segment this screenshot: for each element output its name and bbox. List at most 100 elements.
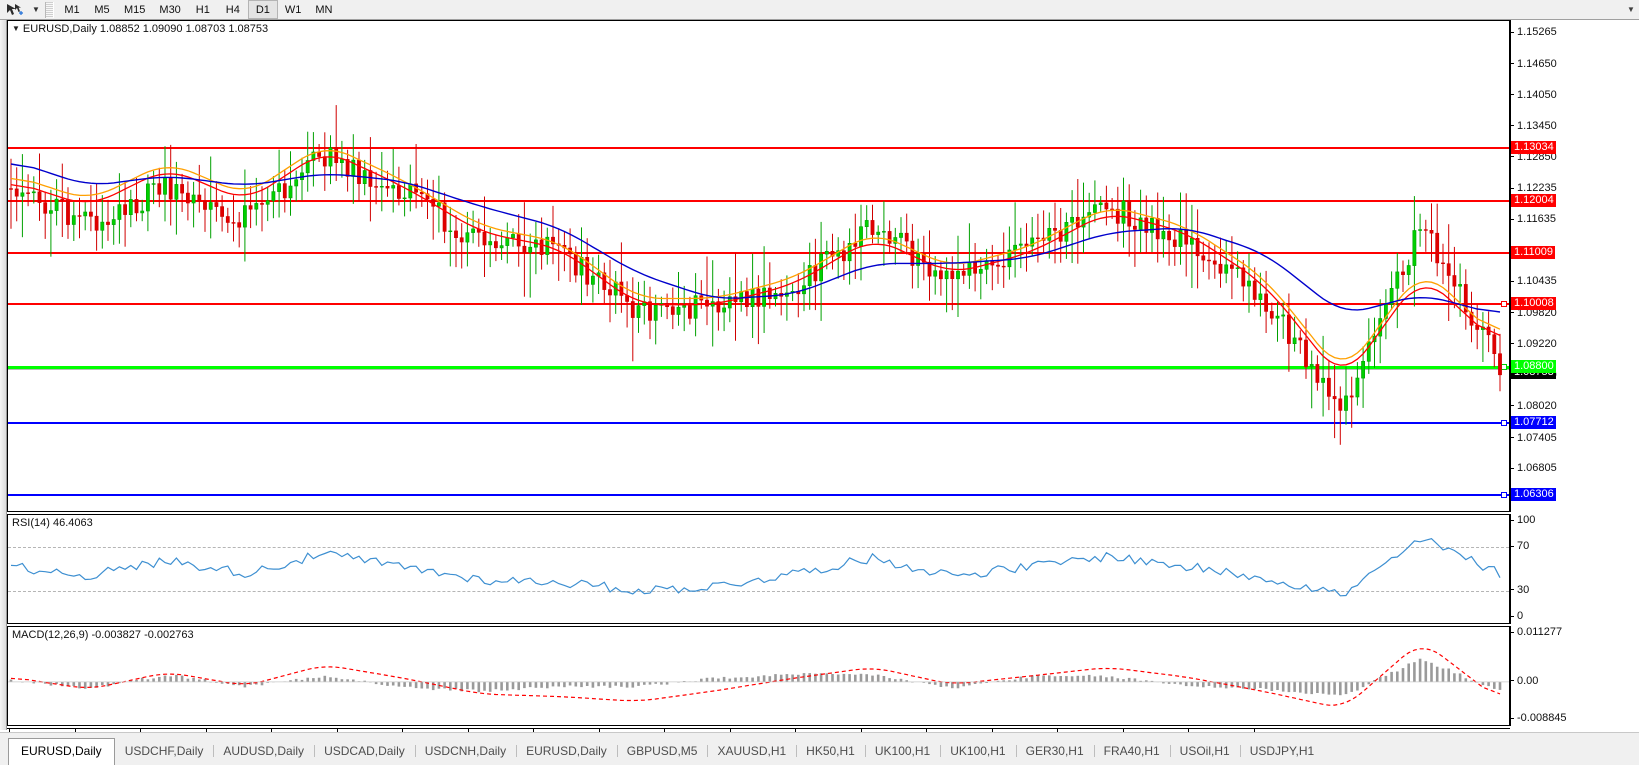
level-price-tag-1.11009[interactable]: 1.11009: [1511, 245, 1555, 259]
date-axis-tick: [1057, 729, 1058, 734]
date-axis-tick: [1253, 729, 1255, 734]
rsi-axis-line: [1510, 514, 1511, 624]
date-axis-tick: [467, 729, 469, 734]
rsi-pane[interactable]: RSI(14) 46.4063: [7, 514, 1510, 624]
chart-window: ▼ EURUSD,Daily 1.08852 1.09090 1.08703 1.…: [0, 20, 1639, 750]
chart-tab-eurusd-daily[interactable]: EURUSD,Daily: [516, 739, 617, 765]
chart-tab-usdchf-daily[interactable]: USDCHF,Daily: [124, 744, 204, 758]
macd-label: MACD(12,26,9) -0.003827 -0.002763: [12, 629, 194, 641]
level-line-handle[interactable]: [1501, 419, 1507, 426]
price-axis-tick: 1.13450: [1510, 120, 1557, 132]
macd-axis[interactable]: 0.011277 0.00 -0.008845: [1510, 626, 1639, 726]
level-price-tag-1.12004[interactable]: 1.12004: [1511, 194, 1556, 208]
tick-dash: [1510, 125, 1514, 127]
tick-dash: [1510, 545, 1514, 547]
chart-tab-audusd-daily[interactable]: AUDUSD,Daily: [213, 739, 314, 765]
tick-dash: [1510, 280, 1514, 282]
macd-pane[interactable]: MACD(12,26,9) -0.003827 -0.002763: [7, 626, 1510, 726]
chart-tab-gbpusd-m5[interactable]: GBPUSD,M5: [616, 739, 708, 765]
price-axis-tick: 1.06805: [1510, 462, 1557, 474]
chart-tab-ger30-h1[interactable]: GER30,H1: [1015, 739, 1094, 765]
price-plot: [9, 105, 1502, 445]
level-price-tag-1.13034[interactable]: 1.13034: [1511, 141, 1556, 155]
timeframe-button-m15[interactable]: M15: [124, 3, 146, 16]
rsi-axis-tick: 70: [1510, 540, 1529, 552]
crosshair-cursor-icon[interactable]: [0, 1, 30, 19]
timeframe-button-m1[interactable]: M1: [64, 3, 80, 16]
rsi-axis-tick-label: 100: [1517, 514, 1536, 526]
timeframe-button-mn[interactable]: MN: [315, 3, 333, 16]
rsi-axis-tick-label: 0: [1517, 610, 1524, 622]
chart-tab-usdcnh-daily[interactable]: USDCNH,Daily: [414, 739, 516, 765]
level-price-tag-1.08800[interactable]: 1.08800: [1511, 359, 1556, 373]
macd-axis-tick-label: 0.011277: [1517, 626, 1563, 638]
macd-plot: [8, 648, 1509, 706]
rsi-axis-tick: 30: [1510, 584, 1529, 596]
date-axis-tick: [795, 729, 796, 734]
chart-tab-xauusd-h1[interactable]: XAUUSD,H1: [707, 739, 796, 765]
last-price-line: [8, 369, 1509, 370]
macd-axis-tick-label: 0.00: [1517, 674, 1539, 687]
price-axis-line: [1510, 20, 1511, 512]
date-axis-tick: [1122, 729, 1124, 734]
chart-tab-usdjpy-h1[interactable]: USDJPY,H1: [1239, 739, 1324, 765]
chart-tab-usoil-h1[interactable]: USOil,H1: [1169, 739, 1240, 765]
price-axis-tick: 1.15265: [1510, 26, 1557, 38]
chart-tab-uk100-h1[interactable]: UK100,H1: [940, 739, 1015, 765]
date-axis-tick: [926, 729, 927, 734]
macd-axis-tick-label: -0.008845: [1517, 712, 1567, 724]
level-line-handle[interactable]: [1501, 301, 1507, 308]
price-pane[interactable]: ▼ EURUSD,Daily 1.08852 1.09090 1.08703 1.…: [7, 20, 1510, 512]
date-axis-tick: [860, 729, 862, 734]
timeframe-button-h1[interactable]: H1: [195, 3, 210, 16]
tick-dash: [1510, 519, 1514, 521]
tick-dash: [1510, 589, 1514, 591]
level-line-1.13034[interactable]: [8, 147, 1509, 150]
toolbar-drag-handle[interactable]: [45, 1, 54, 18]
price-axis-tick: 1.14650: [1510, 58, 1557, 70]
timeframe-button-m30[interactable]: M30: [159, 3, 181, 16]
rsi-level-30: [8, 590, 1509, 592]
chart-tab-hk50-h1[interactable]: HK50,H1: [796, 739, 865, 765]
level-price-tag-1.07712[interactable]: 1.07712: [1511, 415, 1556, 429]
chart-header-label: ▼ EURUSD,Daily 1.08852 1.09090 1.08703 1.…: [12, 23, 269, 35]
chart-tab-uk100-h1[interactable]: UK100,H1: [864, 739, 940, 765]
level-price-tag-1.10008[interactable]: 1.10008: [1511, 297, 1556, 311]
caret-down-icon[interactable]: ▼: [12, 24, 20, 33]
date-axis-tick: [991, 729, 993, 734]
price-axis-tick-label: 1.11635: [1517, 213, 1556, 226]
toolbar-overflow-icon[interactable]: ▼: [1627, 5, 1635, 14]
timeframe-button-m5[interactable]: M5: [94, 3, 110, 16]
level-line-1.11009[interactable]: [8, 251, 1509, 254]
chevron-down-icon[interactable]: ▼: [32, 5, 40, 14]
tick-dash: [1510, 343, 1514, 345]
date-axis-tick: [598, 729, 600, 734]
macd-axis-tick: -0.008845: [1510, 712, 1567, 724]
level-line-1.12004[interactable]: [8, 200, 1509, 203]
date-axis-tick: [664, 729, 665, 734]
timeframe-button-d1[interactable]: D1: [247, 0, 278, 19]
macd-axis-tick: 0.011277: [1510, 626, 1562, 638]
chart-tab-eurusd-daily[interactable]: EURUSD,Daily: [8, 738, 115, 765]
date-axis-tick: [140, 729, 141, 734]
price-axis-tick-label: 1.07405: [1517, 431, 1557, 444]
price-axis[interactable]: 1.15265 1.14650 1.14050 1.13450 1.12850 1.122…: [1510, 20, 1639, 512]
level-line-1.07712[interactable]: [8, 419, 1509, 426]
date-axis-tick: [9, 729, 10, 734]
timeframe-button-w1[interactable]: W1: [284, 3, 302, 16]
tick-dash: [1510, 405, 1514, 407]
level-line-1.06306[interactable]: [8, 492, 1509, 499]
rsi-label: RSI(14) 46.4063: [12, 517, 93, 529]
rsi-axis[interactable]: 100 70 30 0: [1510, 514, 1639, 624]
chart-tab-fra40-h1[interactable]: FRA40,H1: [1093, 739, 1170, 765]
tick-dash: [1510, 312, 1514, 314]
price-axis-tick-label: 1.13450: [1517, 119, 1557, 132]
price-axis-tick: 1.10435: [1510, 275, 1557, 287]
date-axis-tick: [533, 729, 534, 734]
level-price-tag-1.06306[interactable]: 1.06306: [1511, 488, 1556, 502]
tick-dash: [1510, 156, 1514, 158]
chart-tab-usdcad-daily[interactable]: USDCAD,Daily: [314, 739, 415, 765]
level-line-handle[interactable]: [1501, 492, 1507, 499]
rsi-level-70: [8, 547, 1509, 549]
timeframe-button-h4[interactable]: H4: [225, 3, 240, 16]
